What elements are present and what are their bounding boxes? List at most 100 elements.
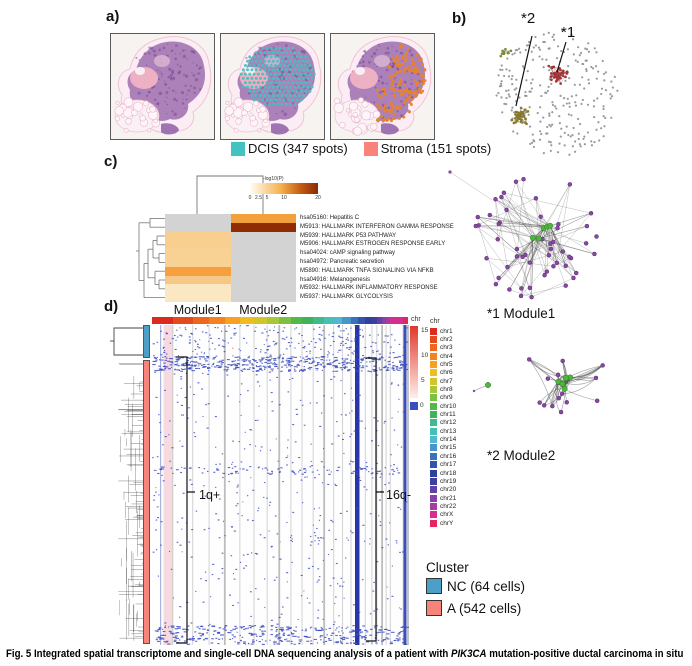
chr-bar-segment [313,317,325,324]
chr-bar-segment [402,317,408,324]
chr-bar-label: chr [411,316,421,323]
chr-color-swatch [430,494,437,502]
chr-bar-segment [290,317,302,324]
pathway-label: M5937: HALLMARK GLYCOLYSIS [300,294,393,301]
chr-bar-segment [192,317,210,324]
he-image-stroma-overlay [330,33,435,140]
heatmap-cell [165,240,231,250]
chr-name: chr8 [440,386,453,394]
chr-color-swatch [430,344,437,352]
chr-bar-segment [333,317,343,324]
chr-name: chr12 [440,419,457,427]
heatmap-cell [230,284,296,294]
chr-bar-segment [253,317,268,324]
caption-suffix: mutation-positive ductal carcinoma in si… [486,648,684,660]
heatmap-cell [230,257,296,267]
pathway-label: hsa04916: Melanogenesis [300,276,371,283]
heatmap-cell [165,249,231,258]
chr-color-swatch [430,386,437,394]
chr-color-swatch [430,336,437,344]
chr-legend-item: chr22 [430,502,456,510]
heatmap-cell [230,275,296,285]
colorbar-tick: 20 [315,195,321,201]
chr-bar-segment [279,317,291,324]
chr-legend-item: chr6 [430,369,456,377]
chr-bar-segment [224,317,240,324]
heatmap-cell [165,214,231,223]
chr-name: chrY [440,519,454,527]
chr-bar-segment [390,317,403,324]
chr-legend-item: chr17 [430,461,456,469]
chr-color-swatch [430,486,437,494]
chr-name: chr22 [440,502,457,510]
heatmap-cell [165,284,231,294]
chr-bar-segment [365,317,372,324]
annotation-1q-gain: 1q+ [199,488,221,502]
module1-network [448,170,599,300]
heatmap-cell [230,214,296,223]
pathway-label: M5906: HALLMARK ESTROGEN RESPONSE EARLY [300,241,446,248]
heatmap-cell [230,222,296,232]
heatmap-cell [165,275,231,285]
module1-network-label: *1 Module1 [487,306,556,321]
chr-legend-item: chrY [430,519,456,527]
cluster-legend-title: Cluster [426,560,469,575]
figure-caption: Fig. 5 Integrated spatial transcriptome … [6,648,683,660]
chr-name: chr5 [440,361,453,369]
chr-legend-item: chr14 [430,435,456,444]
pathway-label: hsa05160: Hepatitis C [300,215,360,221]
chromosome-color-bar [152,317,408,324]
cluster-label: A (542 cells) [447,600,522,616]
chr-name: chr4 [440,352,453,360]
chr-legend-item: chr5 [430,360,456,369]
pathway-label: hsa04972: Pancreatic secretion [300,258,385,265]
chr-name: chr1 [440,327,453,335]
module-column-label: Module2 [239,303,288,317]
cluster-label: NC (64 cells) [447,578,526,594]
chr-legend-item: chr7 [430,377,456,385]
cluster-color-swatch [426,600,442,616]
chr-bar-segment [267,317,280,324]
chr-color-swatch [430,394,437,402]
zero-copy-label: 0 [420,402,424,409]
pathway-label: M5939: HALLMARK P53 PATHWAY [300,232,397,239]
chr-legend-item: chr12 [430,419,456,427]
chr-legend-item: chr19 [430,477,456,485]
chr-legend-item: chr9 [430,394,456,402]
legend-label: Stroma (151 spots) [380,141,492,156]
chr-legend-item: chr16 [430,452,456,460]
spot-legend: DCIS (347 spots) Stroma (151 spots) [231,141,491,156]
chr-legend-title: chr [430,318,440,325]
chr-color-swatch [430,402,437,410]
heatmap-cell [165,222,231,232]
chromosome-legend: chr chr1 chr2 chr3 chr4 chr5 chr6 chr7 chr8 chr9 c… [430,318,456,527]
copy-number-tick: 10 [421,352,429,359]
chr-bar-segment [152,317,173,324]
zero-copy-square [410,402,418,410]
heatmap-cell [165,257,231,267]
panel-a-label: a) [106,8,120,25]
chr-name: chr7 [440,377,453,385]
gene-correlation-network [495,29,619,156]
chr-color-swatch [430,327,437,335]
colorbar-tick: 0 [248,195,252,201]
chr-bar-segment [376,317,382,324]
chr-color-swatch [430,444,437,452]
chr-name: chr21 [440,494,457,502]
module-column-labels: Module1 Module2 [165,303,296,317]
he-image-dcis-overlay [220,33,325,140]
module2-network-label: *2 Module2 [487,448,556,463]
pvalue-colorbar-ticks: 0 2.5 5 10 20 [248,195,321,202]
chr-legend-item: chr1 [430,327,456,335]
chr-color-swatch [430,436,437,444]
clusterbar-nc [143,325,150,358]
stroma-color-swatch [363,141,378,156]
chr-color-swatch [430,411,437,419]
chr-color-swatch [430,419,437,427]
callout-module1: *1 [561,24,576,41]
chr-bar-segment [358,317,366,324]
colorbar-tick: 5 [265,195,269,201]
chr-name: chr13 [440,427,457,435]
chr-color-swatch [430,511,437,519]
